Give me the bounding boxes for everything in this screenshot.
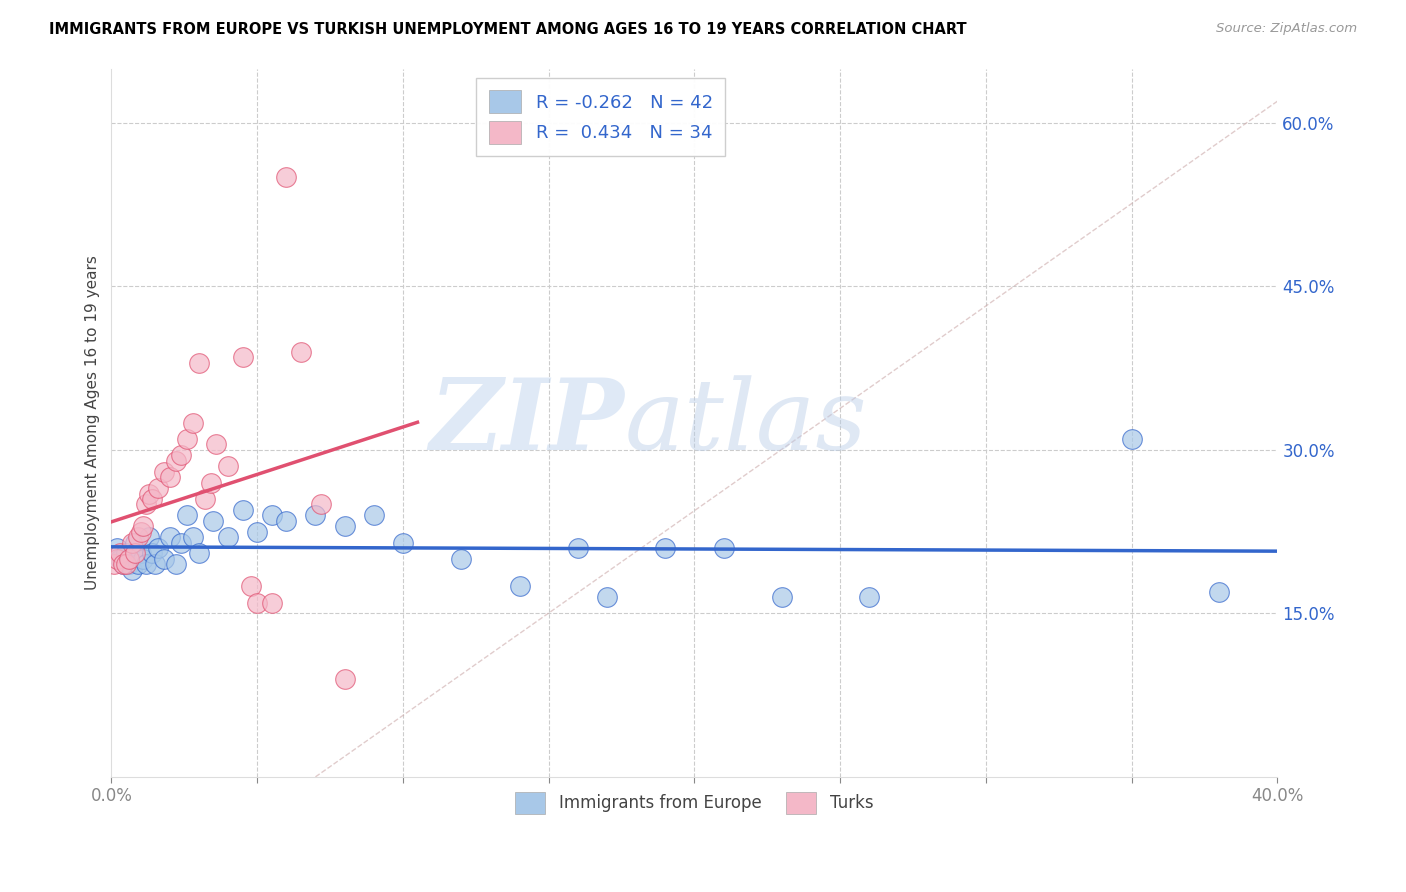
Point <box>124 546 146 560</box>
Text: atlas: atlas <box>624 375 868 470</box>
Point <box>159 470 181 484</box>
Point <box>129 546 152 560</box>
Point <box>363 508 385 523</box>
Point <box>246 595 269 609</box>
Point <box>124 535 146 549</box>
Point <box>138 530 160 544</box>
Point <box>132 552 155 566</box>
Point <box>121 535 143 549</box>
Point <box>392 535 415 549</box>
Point <box>290 344 312 359</box>
Point <box>181 530 204 544</box>
Point <box>202 514 225 528</box>
Point <box>217 459 239 474</box>
Point <box>127 558 149 572</box>
Point <box>105 541 128 555</box>
Point <box>232 503 254 517</box>
Point <box>217 530 239 544</box>
Point <box>858 590 880 604</box>
Point <box>112 558 135 572</box>
Point <box>121 563 143 577</box>
Point <box>654 541 676 555</box>
Point <box>194 491 217 506</box>
Point <box>132 519 155 533</box>
Point <box>118 558 141 572</box>
Point <box>146 541 169 555</box>
Point <box>176 432 198 446</box>
Point <box>135 558 157 572</box>
Point <box>596 590 619 604</box>
Point <box>187 546 209 560</box>
Text: IMMIGRANTS FROM EUROPE VS TURKISH UNEMPLOYMENT AMONG AGES 16 TO 19 YEARS CORRELA: IMMIGRANTS FROM EUROPE VS TURKISH UNEMPL… <box>49 22 967 37</box>
Point <box>108 552 131 566</box>
Point <box>205 437 228 451</box>
Point <box>170 449 193 463</box>
Point <box>165 558 187 572</box>
Point <box>127 530 149 544</box>
Point <box>118 552 141 566</box>
Point <box>143 558 166 572</box>
Point <box>135 497 157 511</box>
Point <box>176 508 198 523</box>
Point <box>304 508 326 523</box>
Point <box>159 530 181 544</box>
Point <box>138 486 160 500</box>
Point <box>450 552 472 566</box>
Point <box>1121 432 1143 446</box>
Point <box>129 524 152 539</box>
Text: ZIP: ZIP <box>429 375 624 471</box>
Point <box>333 672 356 686</box>
Point <box>115 558 138 572</box>
Point <box>276 170 298 185</box>
Point <box>146 481 169 495</box>
Point <box>333 519 356 533</box>
Point <box>187 356 209 370</box>
Point <box>153 465 176 479</box>
Point <box>311 497 333 511</box>
Point <box>260 508 283 523</box>
Point <box>141 546 163 560</box>
Point <box>567 541 589 555</box>
Point <box>770 590 793 604</box>
Point <box>108 546 131 560</box>
Point <box>260 595 283 609</box>
Point <box>165 454 187 468</box>
Legend: Immigrants from Europe, Turks: Immigrants from Europe, Turks <box>503 780 886 825</box>
Point <box>153 552 176 566</box>
Point <box>141 491 163 506</box>
Point <box>246 524 269 539</box>
Point <box>1208 584 1230 599</box>
Point <box>103 558 125 572</box>
Point <box>713 541 735 555</box>
Point <box>112 558 135 572</box>
Point <box>170 535 193 549</box>
Point <box>200 475 222 490</box>
Point <box>508 579 530 593</box>
Point <box>232 351 254 365</box>
Point <box>105 552 128 566</box>
Point <box>115 546 138 560</box>
Point <box>181 416 204 430</box>
Y-axis label: Unemployment Among Ages 16 to 19 years: Unemployment Among Ages 16 to 19 years <box>86 255 100 591</box>
Text: Source: ZipAtlas.com: Source: ZipAtlas.com <box>1216 22 1357 36</box>
Point <box>276 514 298 528</box>
Point <box>240 579 263 593</box>
